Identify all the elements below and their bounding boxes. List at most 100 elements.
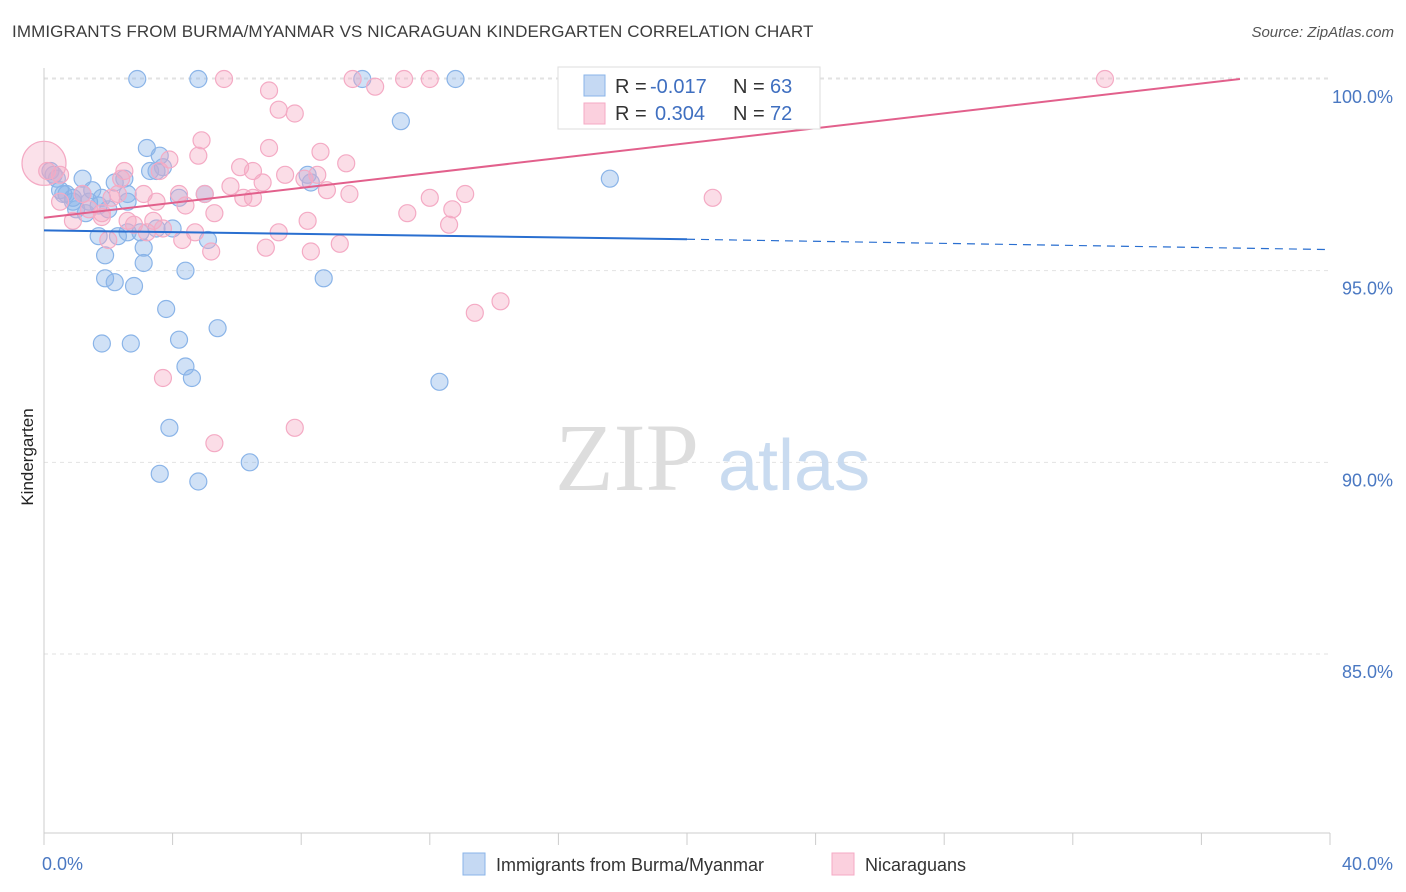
nicaraguans-point-8	[269, 100, 288, 119]
source-label: Source: ZipAtlas.com	[1251, 24, 1394, 41]
y-tick-label-85: 85.0%	[1342, 662, 1393, 682]
nicaraguans-point-41	[147, 192, 166, 211]
burma-point-48	[160, 418, 179, 437]
burma-point-41	[208, 319, 227, 338]
chart-title: IMMIGRANTS FROM BURMA/MYANMAR VS NICARAG…	[12, 22, 814, 41]
nicaraguans-point-6	[366, 77, 385, 96]
nicaraguans-point-66	[205, 434, 224, 453]
burma-point-47	[430, 372, 449, 391]
nicaraguans-point-36	[420, 188, 439, 207]
series-nicaraguans-points	[21, 69, 1115, 453]
stats-legend-r-key-0: R =	[615, 76, 647, 98]
nicaraguans-point-51	[439, 215, 459, 234]
x-axis-ticks	[43, 833, 1331, 845]
nicaraguans-point-39	[50, 192, 70, 211]
nicaraguans-point-67	[285, 418, 304, 437]
series-burma-points	[41, 69, 619, 491]
nicaraguans-point-15	[337, 154, 356, 173]
nicaraguans-point-25	[295, 169, 314, 188]
nicaraguans-point-10	[192, 131, 211, 150]
nicaraguans-point-71	[21, 140, 67, 186]
stats-legend-n-key-0: N =	[733, 76, 765, 98]
stats-legend-r-value-0: -0.017	[650, 76, 707, 98]
series-legend-label-nicaraguans: Nicaraguans	[865, 855, 966, 875]
x-tick-label-max: 40.0%	[1342, 854, 1393, 874]
nicaraguans-point-13	[311, 142, 330, 161]
burma-point-36	[134, 253, 153, 273]
y-tick-label-90: 90.0%	[1342, 470, 1393, 490]
trend-line-burma-extension	[686, 238, 1331, 251]
nicaraguans-point-35	[340, 184, 359, 204]
burma-point-52	[600, 169, 619, 188]
stats-legend-n-value-1: 72	[770, 103, 792, 125]
nicaraguans-point-2	[394, 69, 414, 89]
nicaraguans-point-7	[259, 81, 279, 100]
nicaraguans-point-18	[276, 165, 295, 184]
nicaraguans-point-42	[176, 196, 195, 215]
burma-point-43	[121, 334, 140, 353]
nicaraguans-point-61	[301, 242, 320, 261]
burma-point-24	[150, 146, 169, 165]
burma-point-50	[150, 464, 169, 483]
stats-legend-r-key-1: R =	[615, 103, 647, 125]
nicaraguans-point-55	[269, 223, 288, 242]
burma-point-51	[189, 472, 208, 491]
series-legend-swatch-blue	[462, 852, 486, 876]
nicaraguans-point-26	[221, 177, 240, 196]
nicaraguans-point-57	[330, 234, 349, 253]
nicaraguans-point-11	[189, 146, 208, 165]
nicaraguans-point-44	[205, 204, 224, 223]
burma-point-42	[92, 334, 111, 353]
series-legend: Immigrants from Burma/Myanmar Nicaraguan…	[462, 852, 966, 876]
burma-point-46	[182, 368, 201, 388]
stats-legend-n-value-0: 63	[770, 76, 792, 98]
nicaraguans-point-59	[202, 242, 221, 261]
burma-point-40	[157, 299, 176, 319]
nicaraguans-point-56	[173, 230, 192, 250]
burma-point-39	[314, 269, 333, 288]
burma-point-1	[189, 69, 208, 89]
nicaraguans-point-64	[465, 303, 484, 322]
nicaraguans-point-63	[491, 292, 510, 311]
watermark-atlas: atlas	[718, 426, 870, 506]
stats-legend-swatch-blue	[583, 74, 606, 97]
trend-lines	[43, 78, 1331, 251]
burma-point-16	[83, 181, 102, 200]
nicaraguans-point-1	[343, 69, 362, 89]
burma-point-44	[169, 330, 189, 349]
stats-legend-r-value-1: 0.304	[655, 103, 705, 125]
burma-point-34	[95, 269, 115, 288]
stats-legend-swatch-pink	[583, 102, 606, 125]
burma-point-49	[240, 453, 259, 472]
nicaraguans-point-50	[298, 211, 317, 230]
nicaraguans-point-3	[420, 69, 439, 89]
nicaraguans-point-58	[99, 230, 118, 250]
nicaraguans-point-47	[63, 211, 83, 230]
series-legend-swatch-pink	[831, 852, 855, 876]
x-tick-label-min: 0.0%	[42, 854, 83, 874]
nicaraguans-point-27	[253, 173, 272, 192]
nicaraguans-point-65	[153, 368, 173, 388]
nicaraguans-point-5	[1095, 69, 1115, 89]
nicaraguans-point-0	[214, 69, 234, 89]
nicaraguans-point-45	[398, 204, 417, 223]
y-tick-label-95: 95.0%	[1342, 279, 1393, 299]
nicaraguans-point-70	[144, 211, 163, 230]
burma-point-33	[134, 238, 153, 257]
burma-point-45	[176, 357, 195, 376]
y-axis-label: Kindergarten	[18, 408, 37, 505]
nicaraguans-point-24	[112, 169, 131, 188]
nicaraguans-point-68	[92, 204, 111, 223]
burma-point-37	[176, 261, 195, 280]
nicaraguans-point-69	[108, 184, 128, 204]
nicaraguans-point-20	[150, 161, 169, 181]
nicaraguans-point-48	[92, 207, 111, 227]
stats-legend-n-key-1: N =	[733, 103, 765, 125]
trend-line-burma	[43, 229, 688, 241]
nicaraguans-point-38	[703, 188, 722, 207]
burma-point-35	[105, 273, 124, 292]
burma-point-32	[95, 246, 115, 265]
watermark-zip: ZIP	[555, 404, 699, 511]
y-axis-tick-labels: 85.0% 90.0% 95.0% 100.0%	[1332, 87, 1393, 682]
